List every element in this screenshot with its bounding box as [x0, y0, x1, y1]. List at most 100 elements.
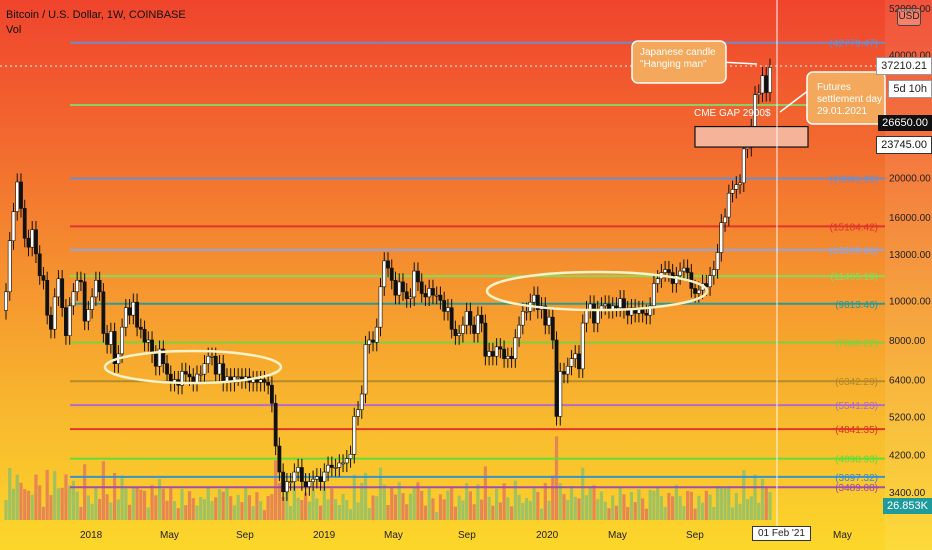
volume-bar-141 [532, 488, 536, 520]
candle-body-192 [723, 216, 727, 223]
volume-bar-127 [480, 499, 484, 520]
volume-bar-108 [408, 493, 413, 520]
candle-body-133 [502, 348, 506, 360]
candle-body-97 [367, 339, 372, 345]
volume-bar-40 [154, 495, 158, 520]
volume-bar-20 [79, 506, 83, 520]
chart-header: Bitcoin / U.S. Dollar, 1W, COINBASE Vol [6, 8, 186, 38]
candle-body-130 [490, 351, 495, 357]
candle-body-147 [554, 339, 559, 417]
volume-bar-175 [659, 495, 663, 520]
price-axis[interactable]: 52000.00 40000.00 20000.00 16000.00 13000.00… [80, 0, 932, 550]
volume-bar-39 [150, 485, 154, 520]
candle-body-110 [416, 270, 420, 283]
volume-bar-122 [461, 500, 465, 520]
candle-body-77 [292, 471, 297, 482]
candle-body-53 [202, 363, 207, 375]
volume-bar-30 [116, 499, 120, 520]
volume-bar-63 [240, 502, 244, 520]
candle-body-113 [427, 288, 432, 298]
volume-bar-28 [109, 502, 113, 520]
volume-bar-109 [412, 487, 416, 520]
y-tick-1: 40000.00 [889, 51, 931, 62]
candle-body-144 [543, 305, 548, 326]
candle-body-131 [494, 346, 499, 357]
volume-bar-73 [277, 483, 281, 520]
candle-body-203 [764, 75, 769, 93]
volume-bar-22 [86, 495, 90, 520]
x-tick-1: May [160, 530, 179, 541]
candle-body-134 [505, 355, 510, 360]
currency-button[interactable]: USD [897, 8, 921, 26]
volume-bar-51 [195, 505, 199, 520]
candle-body-171 [644, 313, 649, 316]
volume-bar-126 [476, 484, 480, 520]
candle-body-177 [666, 269, 671, 273]
x-tick-3: 2019 [313, 530, 336, 541]
volume-indicator-label[interactable]: Vol [6, 24, 22, 36]
volume-bar-21 [83, 464, 87, 520]
volume-bar-152 [573, 496, 577, 520]
candle-body-180 [678, 270, 683, 276]
candle-body-18 [71, 291, 76, 307]
volume-bar-68 [259, 501, 263, 520]
volume-bar-33 [127, 504, 132, 520]
candle-body-126 [475, 314, 480, 334]
futures-callout-line-0: Futures [817, 82, 851, 93]
candle-body-99 [374, 326, 379, 343]
volume-bar-95 [360, 482, 364, 520]
volume-bar-187 [704, 490, 708, 520]
candle-body-117 [442, 300, 447, 312]
volume-bar-113 [427, 488, 431, 520]
volume-bar-86 [326, 499, 330, 520]
volume-bar-23 [90, 503, 94, 520]
volume-bar-37 [142, 490, 147, 520]
candle-body-9 [37, 253, 42, 276]
candle-body-3 [15, 181, 20, 212]
candle-body-195 [734, 184, 739, 190]
volume-bar-128 [483, 466, 487, 520]
candle-body-72 [273, 402, 278, 447]
candle-body-79 [299, 467, 304, 482]
volume-bar-164 [618, 487, 622, 520]
candle-body-47 [180, 371, 184, 386]
candle-body-201 [756, 92, 761, 95]
volume-bar-98 [371, 495, 375, 520]
volume-bar-72 [274, 460, 278, 520]
candle-body-43 [165, 363, 169, 375]
candle-body-102 [386, 260, 390, 269]
volume-bar-14 [56, 488, 61, 520]
volume-bar-158 [596, 499, 600, 520]
volume-bar-179 [674, 484, 678, 520]
volume-bar-32 [124, 488, 128, 520]
volume-bar-186 [700, 502, 705, 520]
volume-bar-76 [289, 506, 293, 520]
candle-body-132 [498, 346, 503, 350]
cme-gap-label: CME GAP 2900$ [694, 108, 771, 119]
volume-bar-29 [113, 473, 117, 520]
futures-callout-line-2: 29.01.2021 [817, 106, 867, 117]
candle-body-32 [123, 307, 128, 328]
level-label-2: (19891.99) [830, 174, 878, 185]
candle-body-105 [397, 281, 402, 296]
volume-bar-176 [663, 506, 667, 520]
candle-body-114 [431, 288, 435, 296]
symbol-title[interactable]: Bitcoin / U.S. Dollar, 1W, COINBASE [6, 9, 186, 21]
volume-bar-36 [139, 489, 143, 520]
volume-bar-111 [420, 490, 424, 520]
candle-body-176 [663, 269, 668, 273]
volume-bar-190 [715, 486, 720, 520]
volume-bar-83 [315, 498, 319, 520]
candle-body-156 [588, 303, 593, 310]
volume-bar-99 [375, 496, 379, 520]
candle-body-182 [685, 267, 690, 273]
candle-body-172 [648, 305, 653, 316]
volume-bar-3 [15, 474, 19, 520]
volume-bar-88 [333, 499, 338, 520]
candle-body-7 [30, 229, 35, 248]
candle-body-135 [509, 355, 514, 360]
candle-body-37 [142, 328, 147, 343]
candle-body-112 [423, 293, 428, 298]
candle-body-22 [86, 309, 91, 322]
